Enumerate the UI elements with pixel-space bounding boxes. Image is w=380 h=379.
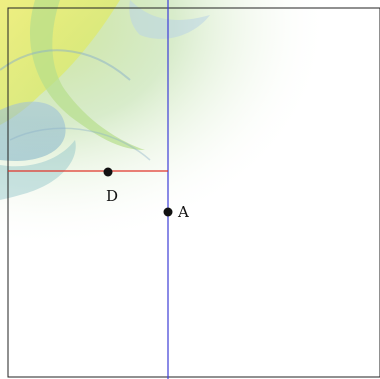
canvas-border bbox=[7, 7, 380, 378]
point-a-label: A bbox=[177, 203, 189, 221]
point-a[interactable] bbox=[163, 207, 173, 217]
point-d[interactable] bbox=[103, 167, 113, 177]
point-d-label: D bbox=[106, 187, 118, 205]
